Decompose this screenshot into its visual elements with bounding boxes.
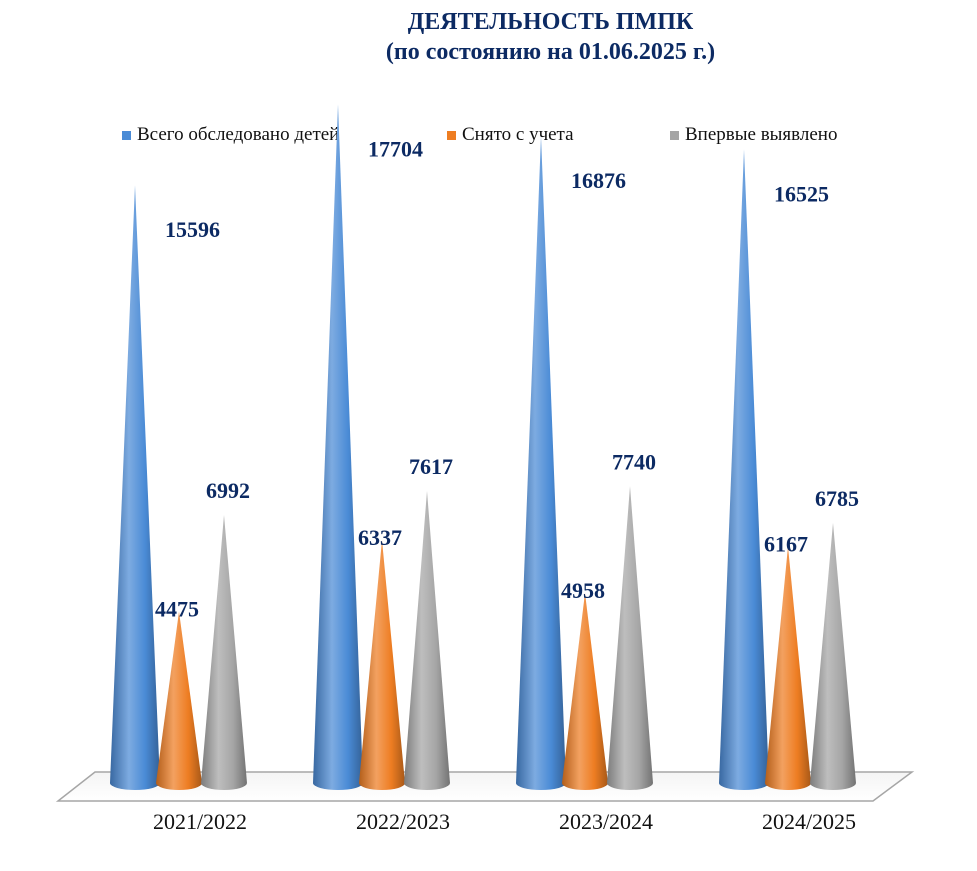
data-label-2-2021-2022: 4475 [155,597,199,622]
cone-1-2024-2025 [719,149,769,790]
legend-label-series-1: Всего обследовано детей [137,124,340,145]
cone-2-2023-2024 [562,592,608,790]
data-label-1-2022-2023: 17704 [368,136,423,161]
cone-3-2023-2024 [607,486,653,790]
cone-3-2022-2023 [404,491,450,790]
cone-2-2021-2022 [156,611,202,790]
category-label-2024-2025: 2024/2025 [762,809,856,834]
data-label-2-2022-2023: 6337 [358,525,402,550]
cone-3-2024-2025 [810,522,856,790]
data-label-3-2023-2024: 7740 [612,449,656,474]
category-label-2023-2024: 2023/2024 [559,809,653,834]
legend-item-series-3: Впервые выявлено [670,124,837,146]
legend-swatch-series-1 [122,130,131,140]
cone-1-2023-2024 [516,136,566,791]
data-label-2-2023-2024: 4958 [561,578,605,603]
data-label-3-2021-2022: 6992 [206,478,250,503]
data-label-1-2024-2025: 16525 [774,182,829,207]
chart-title: ДЕЯТЕЛЬНОСТЬ ПМПК [407,9,694,35]
legend-swatch-series-3 [670,130,679,140]
data-label-3-2024-2025: 6785 [815,486,859,511]
cone-2-2022-2023 [359,540,405,790]
legend-item-series-2: Снято с учета [447,124,574,146]
data-label-3-2022-2023: 7617 [409,454,453,479]
legend-item-series-1: Всего обследовано детей [122,124,339,146]
cone-1-2022-2023 [313,104,363,791]
legend-swatch-series-2 [447,130,456,140]
category-label-2021-2022: 2021/2022 [153,809,247,834]
data-label-2-2024-2025: 6167 [764,532,808,557]
legend-label-series-3: Впервые выявлено [685,124,838,145]
chart-subtitle: (по состоянию на 01.06.2025 г.) [385,39,716,65]
legend-label-series-2: Снято с учета [462,124,574,145]
cone-3-2021-2022 [201,515,247,790]
category-label-2022-2023: 2022/2023 [356,809,450,834]
data-label-1-2021-2022: 15596 [165,217,220,242]
data-label-1-2023-2024: 16876 [571,168,626,193]
chart-legend: Всего обследовано детей Снято с учета Вп… [0,124,977,148]
cone-2-2024-2025 [765,546,811,790]
cone-1-2021-2022 [110,185,160,790]
